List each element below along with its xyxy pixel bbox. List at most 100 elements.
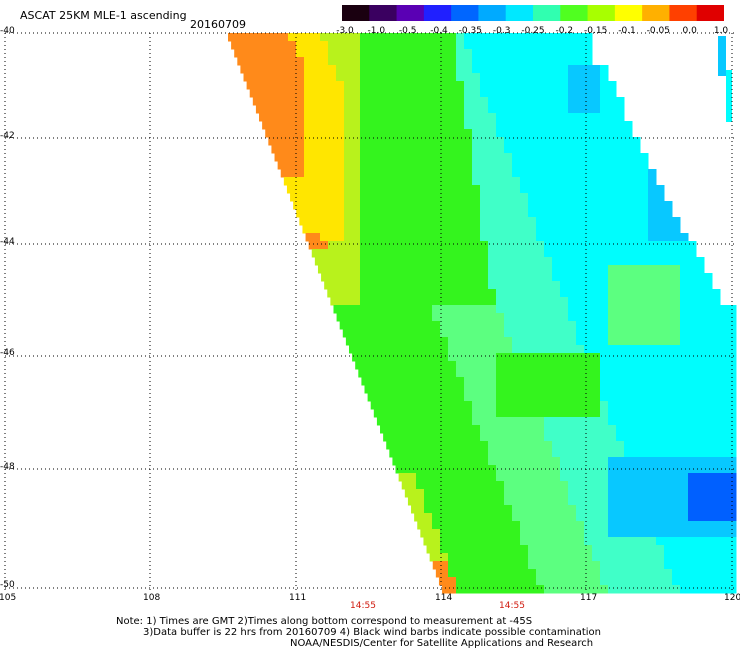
swath-cell [456,329,465,338]
swath-cell [472,409,481,418]
swath-cell [360,297,369,306]
swath-cell [680,473,689,482]
swath-cell [416,441,425,450]
swath-cell [568,393,577,402]
swath-cell [656,489,665,498]
swath-cell [528,521,537,530]
swath-cell [288,33,297,42]
swath-cell [568,465,577,474]
swath-cell [624,537,633,546]
swath-cell [456,41,465,50]
swath-cell [568,281,577,290]
swath-cell [712,297,721,306]
swath-cell [448,73,457,82]
swath-cell [368,289,377,298]
swath-cell [424,33,433,42]
swath-cell [424,401,433,410]
swath-cell [512,305,521,314]
swath-cell [424,225,433,234]
swath-cell [440,249,449,258]
swath-cell [280,145,289,154]
swath-cell [440,545,449,554]
swath-cell [616,409,625,418]
swath-cell [672,417,681,426]
colorbar-swatch [696,5,724,21]
swath-cell [624,241,633,250]
swath-cell [504,257,513,266]
swath-cell [688,465,697,474]
swath-cell [552,89,561,98]
swath-cell [288,113,297,122]
swath-cell [608,177,617,186]
swath-cell [544,57,553,66]
swath-cell [440,337,449,346]
swath-cell [592,145,601,154]
swath-cell [480,185,489,194]
swath-cell [512,545,521,554]
swath-cell [688,361,697,370]
swath-cell [712,393,721,402]
swath-cell [464,489,473,498]
swath-cell [592,201,601,210]
swath-cell [664,545,673,554]
swath-cell [328,185,337,194]
swath-cell [560,169,569,178]
swath-cell [512,537,521,546]
swath-cell [536,281,545,290]
colorbar-swatch [614,5,643,21]
swath-cell [640,385,649,394]
swath-cell [520,137,529,146]
swath-cell [464,129,473,138]
swath-cell [560,377,569,386]
swath-cell [696,297,705,306]
swath-cell [544,33,553,42]
swath-cell [624,297,633,306]
swath-cell [392,105,401,114]
swath-cell [520,241,529,250]
swath-cell [704,561,713,570]
swath-cell [632,361,641,370]
swath-cell [440,281,449,290]
swath-cell [472,297,481,306]
swath-cell [448,201,457,210]
swath-cell [392,65,401,74]
swath-cell [632,137,641,146]
swath-cell [488,393,497,402]
swath-cell [568,537,577,546]
swath-cell [472,457,481,466]
swath-cell [528,177,537,186]
swath-cell [584,185,593,194]
swath-cell [480,225,489,234]
swath-cell [592,537,601,546]
swath-cell [416,345,425,354]
swath-cell [408,113,417,122]
swath-cell [616,105,625,114]
swath-cell [600,233,609,242]
colorbar-label: -0.2 [555,26,574,36]
swath-cell [368,353,377,362]
swath-cell [280,65,289,74]
swath-cell [400,337,409,346]
swath-cell [496,193,505,202]
swath-cell [576,161,585,170]
swath-cell [656,377,665,386]
swath-cell [488,201,497,210]
swath-cell [672,433,681,442]
swath-cell [536,577,545,586]
swath-cell [400,169,409,178]
swath-cell [656,193,665,202]
swath-cell [256,81,265,90]
swath-cell [640,313,649,322]
swath-cell [720,465,729,474]
swath-cell [560,361,569,370]
swath-cell [376,105,385,114]
swath-cell [352,313,361,322]
swath-cell [520,161,529,170]
swath-cell [424,313,433,322]
swath-cell [440,89,449,98]
swath-cell [560,97,569,106]
swath-cell [608,561,617,570]
swath-cell [520,209,529,218]
swath-cell [480,409,489,418]
swath-cell [456,73,465,82]
